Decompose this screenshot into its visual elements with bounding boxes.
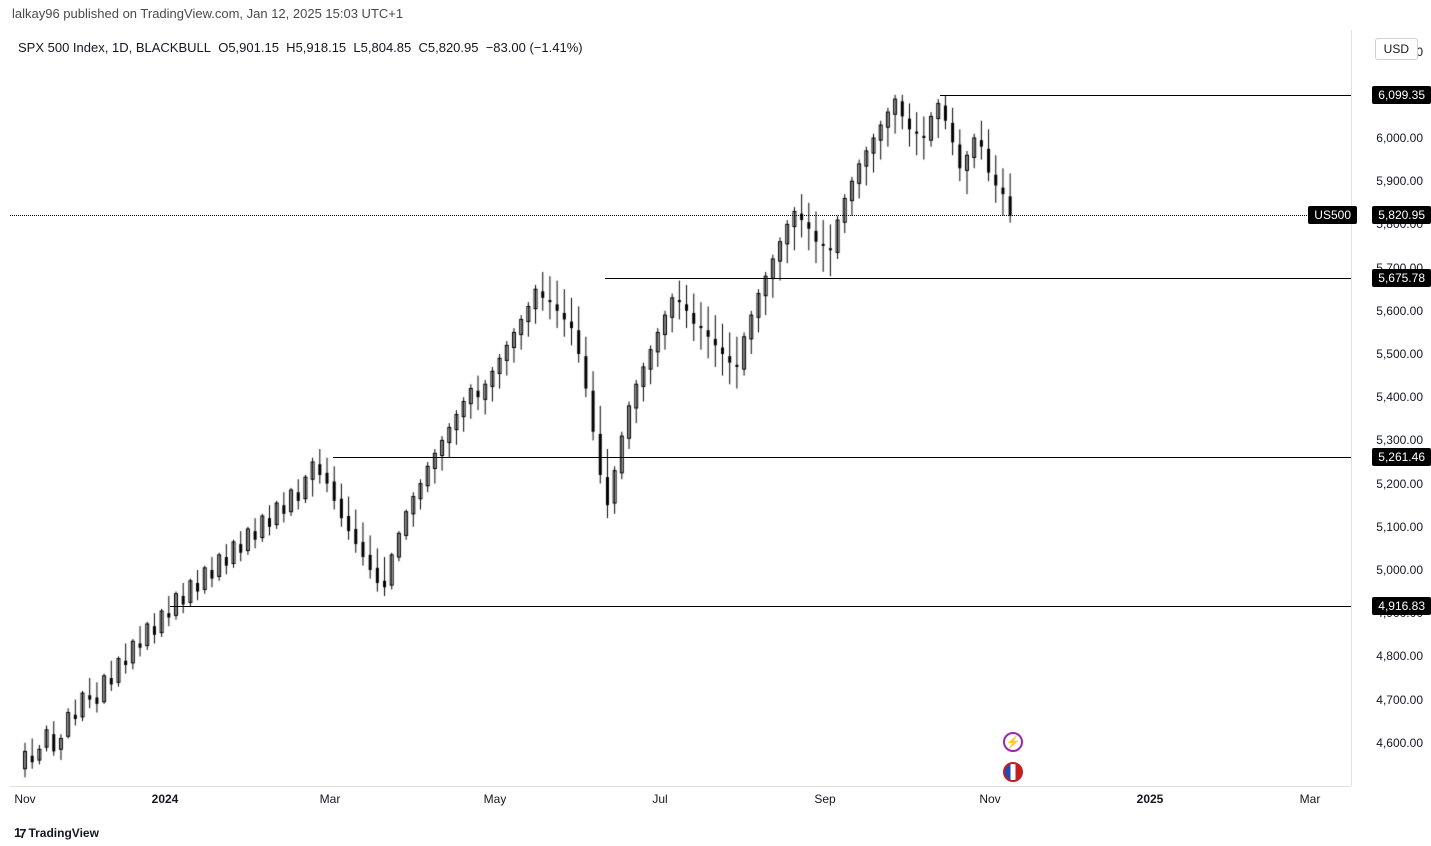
price-tick: 5,600.00 bbox=[1376, 304, 1423, 318]
price-tick: 4,700.00 bbox=[1376, 693, 1423, 707]
price-tick: 5,900.00 bbox=[1376, 174, 1423, 188]
ohlc-open: 5,901.15 bbox=[228, 40, 279, 55]
symbol-info-bar: SPX 500 Index, 1D, BLACKBULL O5,901.15 H… bbox=[18, 40, 583, 55]
time-tick: May bbox=[484, 792, 507, 806]
footer-text: TradingView bbox=[28, 826, 98, 840]
candlestick-chart[interactable] bbox=[10, 30, 1351, 786]
price-tick: 5,500.00 bbox=[1376, 347, 1423, 361]
price-tick: 5,300.00 bbox=[1376, 433, 1423, 447]
horizontal-level-line[interactable] bbox=[605, 278, 1351, 279]
publish-header: lalkay96 published on TradingView.com, J… bbox=[12, 6, 403, 21]
time-tick: Mar bbox=[320, 792, 341, 806]
footer-attribution[interactable]: 17 TradingView bbox=[14, 825, 99, 840]
horizontal-level-line[interactable] bbox=[170, 606, 1351, 607]
price-tick: 5,200.00 bbox=[1376, 477, 1423, 491]
price-tick: 5,100.00 bbox=[1376, 520, 1423, 534]
change-abs: −83.00 bbox=[486, 40, 526, 55]
ohlc-low: 5,804.85 bbox=[361, 40, 412, 55]
timeframe: 1D bbox=[112, 40, 129, 55]
current-price-line bbox=[10, 215, 1351, 216]
price-tick: 4,600.00 bbox=[1376, 736, 1423, 750]
price-tick: 4,800.00 bbox=[1376, 649, 1423, 663]
time-tick: Jul bbox=[652, 792, 667, 806]
price-level-label: 5,261.46 bbox=[1372, 448, 1431, 466]
time-axis[interactable]: Nov2024MarMayJulSepNov2025MarMay bbox=[10, 786, 1351, 811]
price-level-label: 6,099.35 bbox=[1372, 86, 1431, 104]
event-lightning-icon[interactable]: ⚡ bbox=[1003, 732, 1023, 752]
ohlc-high: 5,918.15 bbox=[296, 40, 347, 55]
symbol-name: SPX 500 Index bbox=[18, 40, 105, 55]
time-tick: Nov bbox=[14, 792, 35, 806]
currency-badge[interactable]: USD bbox=[1375, 38, 1418, 60]
change-pct: (−1.41%) bbox=[529, 40, 582, 55]
time-tick: Mar bbox=[1300, 792, 1321, 806]
price-tick: 5,000.00 bbox=[1376, 563, 1423, 577]
price-level-label: 5,675.78 bbox=[1372, 269, 1431, 287]
tradingview-logo-icon: 17 bbox=[14, 825, 24, 840]
broker: BLACKBULL bbox=[136, 40, 211, 55]
current-price-label: 5,820.95 bbox=[1372, 206, 1431, 224]
price-level-label: 4,916.83 bbox=[1372, 597, 1431, 615]
time-tick: 2024 bbox=[152, 792, 179, 806]
horizontal-level-line[interactable] bbox=[940, 95, 1351, 96]
price-tick: 5,400.00 bbox=[1376, 390, 1423, 404]
publish-text: lalkay96 published on TradingView.com, J… bbox=[12, 6, 403, 21]
price-tick: 6,000.00 bbox=[1376, 131, 1423, 145]
time-tick: 2025 bbox=[1137, 792, 1164, 806]
event-flag-icon[interactable] bbox=[1003, 762, 1023, 782]
time-tick: Sep bbox=[814, 792, 835, 806]
symbol-tag: US500 bbox=[1308, 206, 1357, 224]
ohlc-close: 5,820.95 bbox=[428, 40, 479, 55]
time-tick: Nov bbox=[979, 792, 1000, 806]
price-axis[interactable]: 4,600.004,700.004,800.004,900.005,000.00… bbox=[1351, 30, 1431, 786]
horizontal-level-line[interactable] bbox=[333, 457, 1351, 458]
